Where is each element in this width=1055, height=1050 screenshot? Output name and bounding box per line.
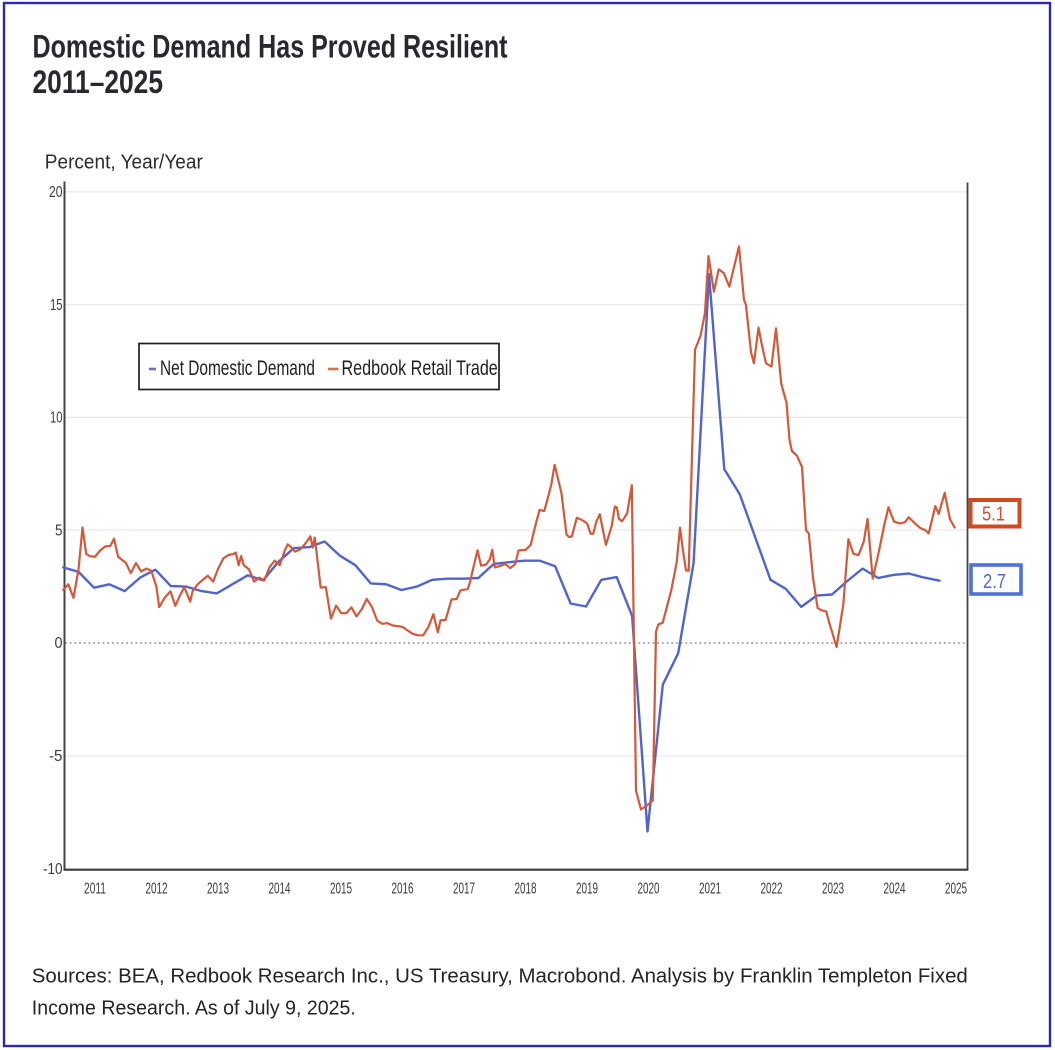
svg-text:2016: 2016 [392, 880, 414, 897]
svg-text:2011: 2011 [84, 880, 106, 897]
svg-text:Income Research. As of July 9,: Income Research. As of July 9, 2025. [32, 997, 356, 1020]
svg-text:Percent, Year/Year: Percent, Year/Year [45, 152, 203, 174]
svg-text:2021: 2021 [699, 880, 721, 897]
svg-text:2022: 2022 [761, 880, 783, 897]
svg-text:2019: 2019 [576, 880, 598, 897]
svg-text:2018: 2018 [515, 880, 537, 897]
svg-text:2020: 2020 [638, 880, 660, 897]
svg-text:2012: 2012 [146, 880, 168, 897]
svg-text:5.1: 5.1 [982, 504, 1005, 526]
svg-text:0: 0 [55, 635, 63, 652]
svg-text:Net Domestic Demand: Net Domestic Demand [160, 357, 315, 380]
svg-text:Redbook Retail Trade: Redbook Retail Trade [342, 357, 498, 380]
svg-text:2011–2025: 2011–2025 [33, 64, 164, 100]
svg-text:5: 5 [55, 522, 63, 539]
svg-text:2015: 2015 [330, 880, 352, 897]
svg-text:10: 10 [50, 410, 63, 427]
svg-text:Sources: BEA, Redbook Research: Sources: BEA, Redbook Research Inc., US … [32, 965, 968, 988]
svg-text:2023: 2023 [822, 880, 844, 897]
svg-text:2025: 2025 [945, 880, 967, 897]
svg-text:-10: -10 [43, 861, 63, 878]
svg-text:-5: -5 [49, 748, 63, 765]
svg-text:2.7: 2.7 [983, 571, 1006, 593]
svg-text:2024: 2024 [884, 880, 906, 897]
svg-text:Domestic Demand Has Proved Res: Domestic Demand Has Proved Resilient [33, 29, 508, 65]
svg-text:2014: 2014 [269, 880, 291, 897]
svg-text:20: 20 [49, 184, 63, 201]
svg-text:15: 15 [50, 297, 63, 314]
svg-text:2013: 2013 [207, 880, 229, 897]
svg-text:2017: 2017 [453, 880, 475, 897]
